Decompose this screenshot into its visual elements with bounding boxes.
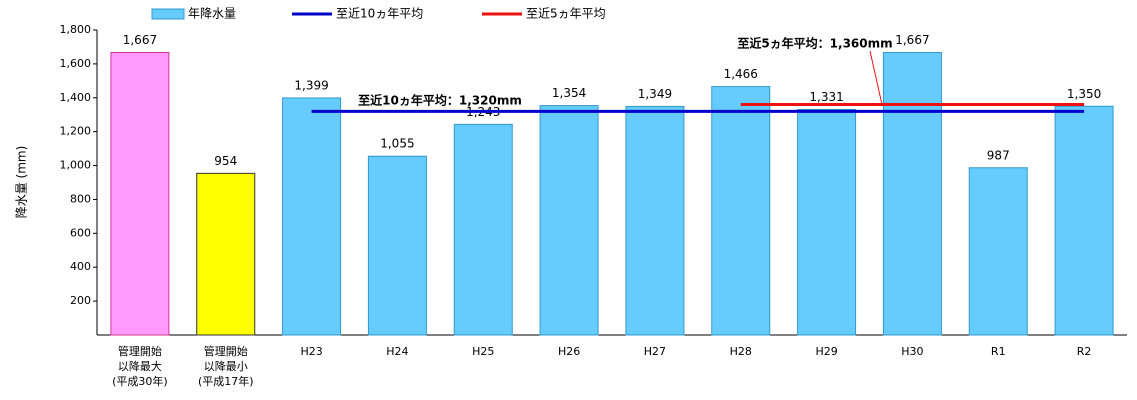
data-label: 987 — [987, 148, 1010, 162]
bar — [882, 52, 942, 336]
data-label: 1,466 — [724, 67, 758, 81]
y-tick-label: 600 — [70, 226, 91, 239]
legend-label: 至近5ヵ年平均 — [526, 7, 606, 21]
x-tick-label: R2 — [1076, 345, 1092, 358]
x-tick-label: H25 — [472, 345, 495, 358]
data-label: 1,399 — [294, 78, 328, 92]
bar — [196, 172, 256, 336]
x-tick-label: H24 — [386, 345, 409, 358]
y-axis-label: 降水量 (mm) — [15, 146, 29, 219]
data-label: 1,331 — [809, 90, 843, 104]
bar — [968, 167, 1028, 336]
x-tick-label: H28 — [729, 345, 752, 358]
bar — [110, 52, 170, 336]
y-tick-label: 400 — [70, 260, 91, 273]
bar — [367, 155, 427, 336]
y-tick-label: 1,600 — [60, 57, 92, 70]
legend-label: 至近10ヵ年平均 — [336, 7, 423, 21]
x-tick-label: H29 — [815, 345, 838, 358]
bar — [711, 86, 771, 336]
data-label: 954 — [214, 154, 237, 168]
bar — [1054, 105, 1114, 336]
legend-label: 年降水量 — [188, 7, 236, 21]
bar — [453, 123, 513, 336]
bar — [539, 105, 599, 336]
data-label: 1,667 — [123, 33, 157, 47]
leader-line — [869, 50, 883, 105]
legend-swatch — [151, 8, 185, 20]
data-label: 1,055 — [380, 137, 414, 151]
x-tick-label: H26 — [557, 345, 581, 358]
annotation: 至近5ヵ年平均：1,360mm — [737, 36, 892, 51]
bar — [625, 105, 685, 336]
y-tick-label: 800 — [70, 192, 91, 205]
bar — [282, 97, 342, 336]
y-tick-label: 1,000 — [60, 159, 92, 172]
annotation: 至近10ヵ年平均：1,320mm — [358, 93, 522, 108]
data-label: 1,667 — [895, 33, 929, 47]
x-tick-label: H23 — [300, 345, 323, 358]
x-tick-label: R1 — [990, 345, 1006, 358]
x-tick-label: 管理開始 以降最小 (平成17年) — [197, 345, 254, 388]
y-tick-label: 1,400 — [60, 91, 92, 104]
bar — [797, 108, 857, 336]
x-tick-label: H27 — [643, 345, 667, 358]
y-tick-label: 1,800 — [60, 23, 92, 36]
x-tick-label: H30 — [901, 345, 924, 358]
y-tick-label: 1,200 — [60, 125, 92, 138]
x-tick-label: 管理開始 以降最大 (平成30年) — [112, 345, 168, 388]
data-label: 1,354 — [552, 86, 586, 100]
data-label: 1,349 — [638, 87, 672, 101]
y-tick-label: 200 — [70, 294, 91, 307]
data-label: 1,350 — [1067, 87, 1101, 101]
